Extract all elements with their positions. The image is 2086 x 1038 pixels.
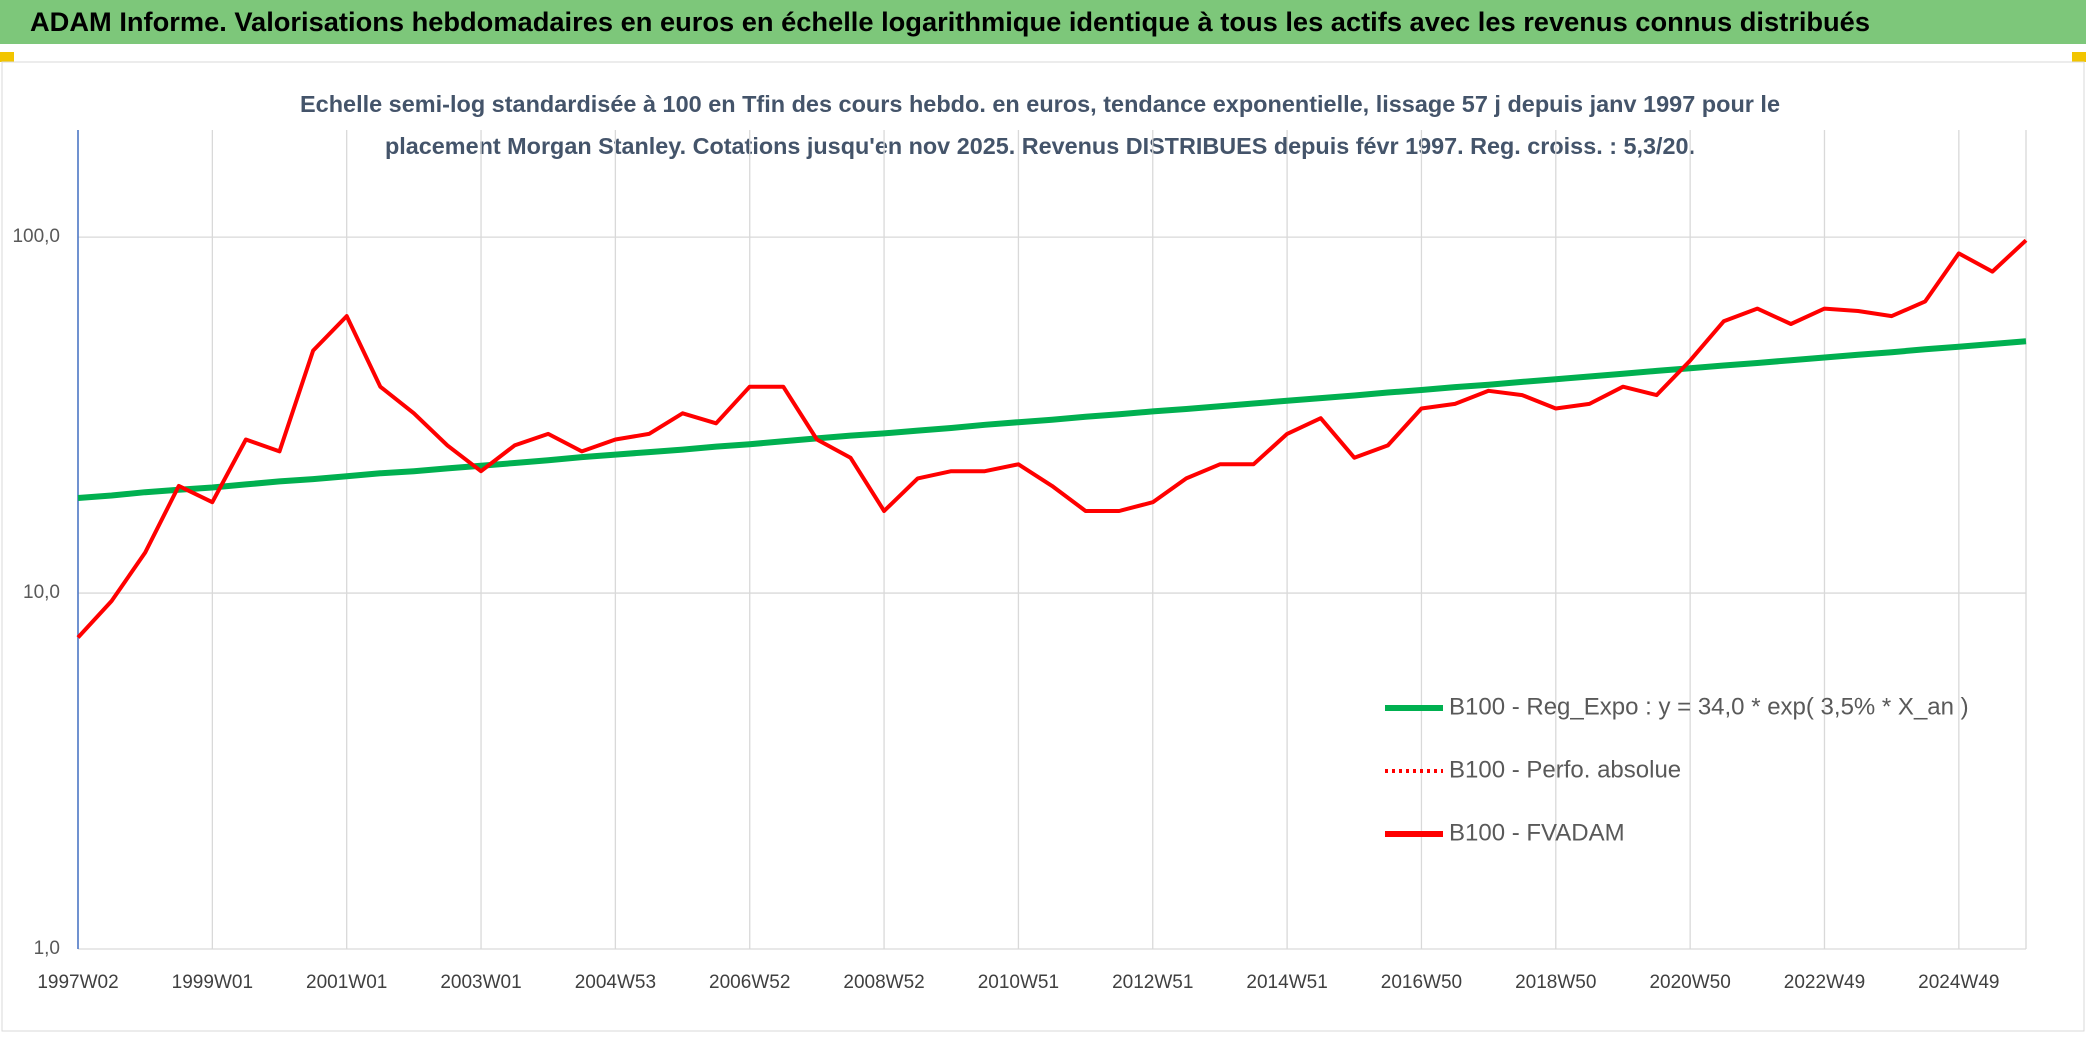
series-line — [76, 238, 2028, 639]
x-tick-label: 2022W49 — [1784, 972, 1865, 993]
corner — [0, 52, 14, 62]
x-tick-label: 2008W52 — [843, 972, 924, 993]
x-tick-label: 2024W49 — [1918, 972, 1999, 993]
legend-label: B100 - Reg_Expo : y = 34,0 * exp( 3,5% *… — [1449, 693, 1969, 720]
header-bar — [0, 0, 2086, 44]
x-tick-label: 2010W51 — [978, 972, 1059, 993]
page-title: ADAM Informe. Valorisations hebdomadaire… — [30, 7, 1870, 37]
x-tick-label: 2020W50 — [1649, 972, 1730, 993]
y-tick-label: 10,0 — [23, 582, 60, 603]
x-tick-label: 1999W01 — [172, 972, 253, 993]
x-tick-label: 2018W50 — [1515, 972, 1596, 993]
series-line — [77, 338, 2027, 501]
legend-label: B100 - FVADAM — [1449, 819, 1625, 846]
plot-frame — [1, 61, 2085, 1032]
subtitle: placement Morgan Stanley. Cotations jusq… — [385, 133, 1695, 159]
subtitle: Echelle semi-log standardisée à 100 en T… — [300, 91, 1780, 117]
x-tick-label: 2003W01 — [440, 972, 521, 993]
x-tick-label: 2012W51 — [1112, 972, 1193, 993]
x-tick-label: 2014W51 — [1246, 972, 1327, 993]
y-tick-label: 100,0 — [12, 226, 60, 247]
x-tick-label: 1997W02 — [37, 972, 118, 993]
x-tick-label: 2006W52 — [709, 972, 790, 993]
legend-label: B100 - Perfo. absolue — [1449, 756, 1681, 783]
x-tick-label: 2001W01 — [306, 972, 387, 993]
y-tick-label: 1,0 — [34, 938, 60, 959]
x-tick-label: 2004W53 — [575, 972, 656, 993]
corner — [2072, 52, 2086, 62]
x-tick-label: 2016W50 — [1381, 972, 1462, 993]
